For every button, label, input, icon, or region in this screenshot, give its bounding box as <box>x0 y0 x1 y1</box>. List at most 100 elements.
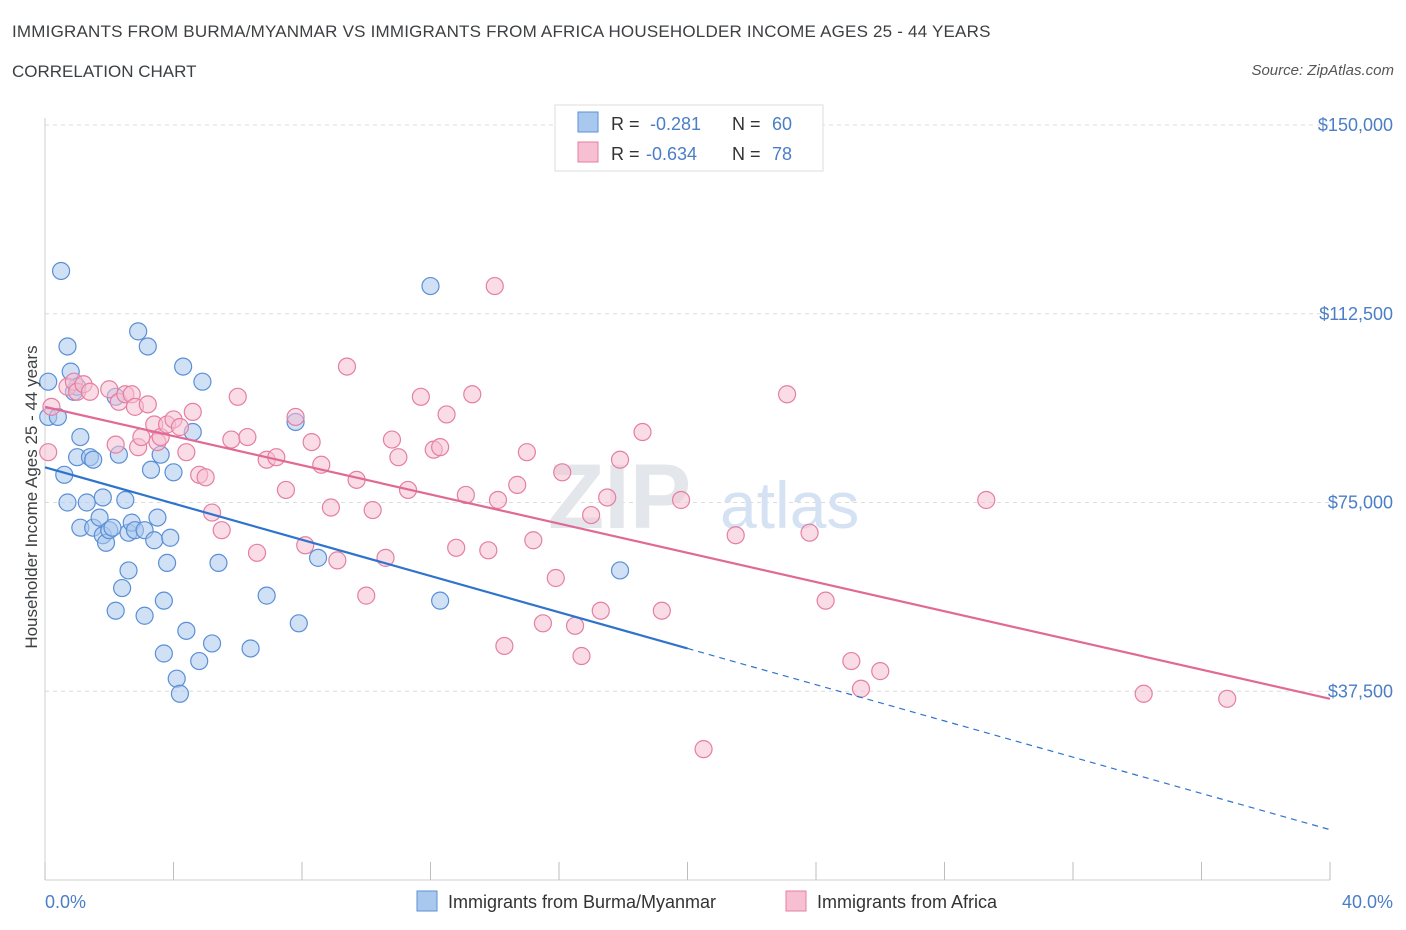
data-point-africa <box>80 382 100 401</box>
data-point-africa <box>871 662 890 681</box>
data-point-burma <box>141 460 161 479</box>
data-point-africa <box>170 417 190 437</box>
series-burma-points <box>39 261 630 703</box>
bottom-legend-label-burma: Immigrants from Burma/Myanmar <box>448 892 716 912</box>
data-point-africa <box>816 591 835 610</box>
data-point-africa <box>183 402 202 421</box>
legend-swatch-africa <box>577 141 599 163</box>
y-tick-labels: $150,000 $112,500 $75,000 $37,500 <box>1318 115 1393 701</box>
data-point-africa <box>652 601 671 620</box>
data-point-burma <box>84 450 103 469</box>
data-point-burma <box>93 488 112 507</box>
data-point-burma <box>135 606 154 625</box>
data-point-africa <box>553 463 572 482</box>
trend-line-africa <box>44 405 1331 700</box>
axes <box>44 118 1331 881</box>
data-point-burma <box>119 561 138 580</box>
data-point-burma <box>157 553 177 573</box>
data-point-africa <box>565 616 585 635</box>
bottom-legend-label-africa: Immigrants from Africa <box>817 892 998 912</box>
legend-swatch-burma <box>577 111 599 133</box>
legend-r-label-africa: R = <box>611 144 640 164</box>
trend-line-burma-extrapolated <box>687 647 1331 831</box>
data-point-africa <box>222 430 241 449</box>
data-point-burma <box>138 337 157 356</box>
data-point-burma <box>58 493 77 512</box>
data-point-africa <box>517 443 536 462</box>
data-point-burma <box>289 614 308 633</box>
data-point-burma <box>145 531 164 550</box>
y-tick-label: $75,000 <box>1328 493 1393 513</box>
data-point-africa <box>842 651 861 671</box>
data-point-burma <box>77 493 96 512</box>
legend-n-label-burma: N = <box>732 114 761 134</box>
legend-n-label-africa: N = <box>732 144 761 164</box>
data-point-africa <box>610 450 630 469</box>
top-legend: R = -0.281 N = 60 R = -0.634 N = 78 <box>554 104 824 172</box>
data-point-africa <box>447 538 466 557</box>
trend-lines <box>44 405 1331 831</box>
data-point-africa <box>851 679 871 698</box>
data-point-africa <box>800 523 819 542</box>
bottom-legend-swatch-africa <box>785 890 807 912</box>
data-point-burma <box>154 591 173 610</box>
legend-r-label-burma: R = <box>611 114 640 134</box>
data-point-africa <box>106 435 125 454</box>
data-point-africa <box>238 427 257 447</box>
data-point-burma <box>257 586 276 605</box>
data-point-burma <box>90 508 109 527</box>
data-point-africa <box>389 448 408 467</box>
data-point-africa <box>196 468 215 487</box>
data-point-burma <box>209 553 228 573</box>
data-point-africa <box>1218 689 1237 708</box>
data-point-africa <box>495 636 514 656</box>
data-point-burma <box>431 591 450 610</box>
data-point-africa <box>228 387 247 406</box>
data-point-africa <box>431 438 450 457</box>
data-point-africa <box>321 498 341 517</box>
data-point-africa <box>357 586 376 605</box>
data-point-africa <box>591 601 610 620</box>
data-point-africa <box>572 646 591 666</box>
data-point-burma <box>421 276 440 296</box>
data-point-africa <box>437 405 456 424</box>
legend-r-value-burma: -0.281 <box>650 114 701 134</box>
data-point-burma <box>154 644 173 663</box>
data-point-africa <box>479 541 498 560</box>
data-point-africa <box>39 443 58 462</box>
data-point-africa <box>247 543 267 562</box>
data-point-burma <box>193 372 212 391</box>
data-point-africa <box>363 500 382 520</box>
series-africa-points <box>39 276 1237 759</box>
data-point-africa <box>508 475 527 494</box>
data-point-africa <box>302 433 321 452</box>
data-point-burma <box>170 684 190 703</box>
data-point-burma <box>174 357 193 376</box>
data-point-africa <box>212 521 231 540</box>
data-point-africa <box>598 488 617 507</box>
data-point-burma <box>112 578 132 598</box>
grid-lines <box>45 124 1330 692</box>
bottom-legend: Immigrants from Burma/Myanmar Immigrants… <box>416 890 998 912</box>
data-point-africa <box>1134 684 1153 703</box>
legend-r-value-africa: -0.634 <box>646 144 697 164</box>
data-point-burma <box>39 372 58 391</box>
data-point-africa <box>382 430 402 449</box>
source-credit: Source: ZipAtlas.com <box>1251 62 1394 79</box>
data-point-africa <box>777 385 797 404</box>
data-point-africa <box>533 614 553 633</box>
data-point-africa <box>411 387 430 406</box>
data-point-africa <box>671 490 691 510</box>
data-point-burma <box>177 621 196 640</box>
data-point-burma <box>148 508 167 527</box>
data-point-burma <box>103 518 122 537</box>
data-point-burma <box>308 548 328 567</box>
legend-box <box>554 104 824 172</box>
x-tick-label-end: 40.0% <box>1342 892 1393 912</box>
watermark: ZIP atlas <box>548 446 859 548</box>
data-point-africa <box>463 385 482 404</box>
data-point-burma <box>58 337 77 356</box>
watermark-atlas: atlas <box>720 468 859 542</box>
data-point-burma <box>116 490 135 510</box>
